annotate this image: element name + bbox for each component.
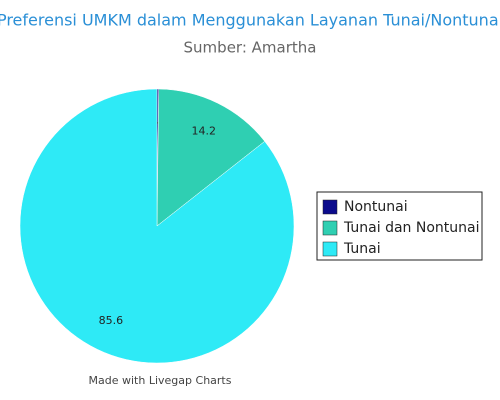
legend-swatch xyxy=(322,199,338,215)
legend-swatch xyxy=(322,220,338,236)
data-label: 85.6 xyxy=(99,314,124,327)
chart-title: Preferensi UMKM dalam Menggunakan Layana… xyxy=(0,11,500,30)
legend-label: Tunai xyxy=(343,241,381,257)
footer: Made with Livegap Charts xyxy=(89,374,232,387)
pie: 0.214.285.6 xyxy=(19,88,295,364)
data-label: 14.2 xyxy=(191,124,216,137)
legend-label: Nontunai xyxy=(344,199,408,215)
legend-swatch xyxy=(322,241,338,257)
chart-subtitle: Sumber: Amartha xyxy=(184,39,317,57)
legend-box xyxy=(316,191,483,261)
legend: Nontunai Tunai dan Nontunai Tunai xyxy=(322,199,480,257)
pie-slice xyxy=(156,88,266,227)
legend-label: Tunai dan Nontunai xyxy=(343,220,480,236)
pie-slice xyxy=(19,88,295,364)
